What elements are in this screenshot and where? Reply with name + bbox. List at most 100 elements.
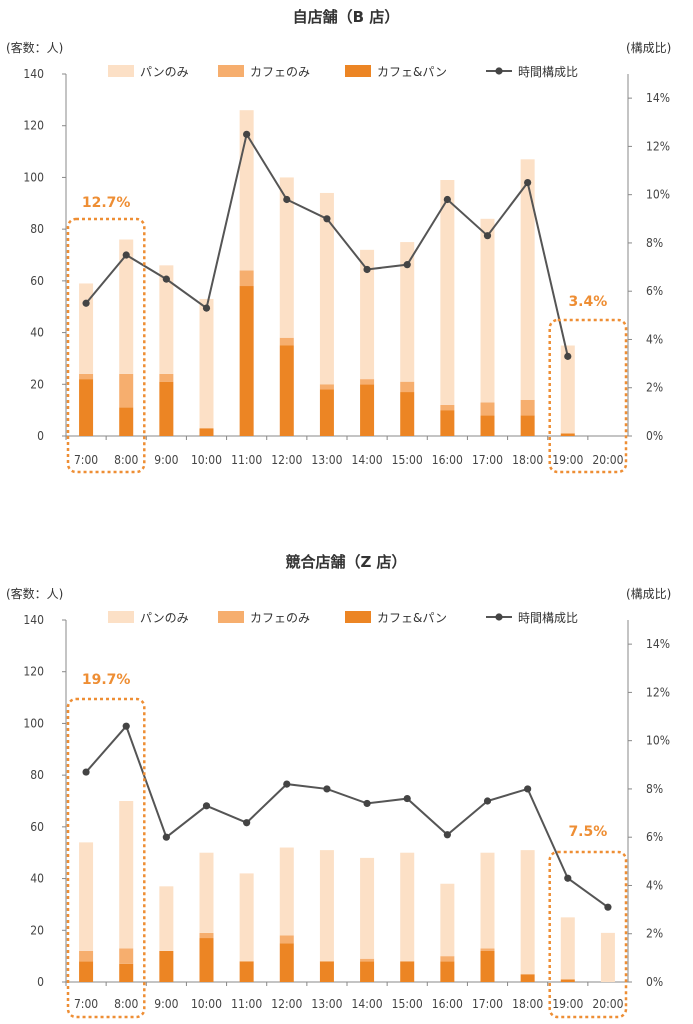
left-tick-label: 60 <box>30 274 44 288</box>
bar-segment-pan-only <box>440 180 455 405</box>
bar-segment-cafe-and-pan <box>119 407 134 436</box>
left-axis-unit-label: (客数：人) <box>6 40 63 55</box>
bar-segment-cafe-only <box>279 337 294 346</box>
bar-segment-pan-only <box>480 852 495 949</box>
legend-swatch-pan-only <box>108 611 134 623</box>
left-tick-label: 80 <box>30 222 44 236</box>
bar-segment-pan-only <box>560 345 575 434</box>
right-tick-label: 4% <box>646 878 663 892</box>
chart-2: 競合店舗（Z 店） (客数：人) (構成比) 0 20 40 60 80 100 120 140 0%… <box>6 553 671 1019</box>
left-tick-label: 120 <box>23 119 44 133</box>
x-tick-label: 20:00 <box>592 997 623 1011</box>
x-tick-label: 19:00 <box>552 997 583 1011</box>
bar-segment-pan-only <box>360 249 375 380</box>
bar-segment-cafe-only <box>319 384 334 390</box>
bar-segment-pan-only <box>159 886 174 951</box>
line-point <box>122 251 130 259</box>
left-tick-label: 20 <box>30 377 44 391</box>
bar-segment-cafe-only <box>79 950 94 962</box>
left-tick-label: 100 <box>23 170 44 184</box>
line-point <box>403 794 411 803</box>
legend-label: 時間構成比 <box>518 65 578 79</box>
line-point <box>82 768 90 776</box>
x-tick-label: 17:00 <box>472 453 503 467</box>
bar-segment-cafe-only <box>199 932 214 939</box>
left-tick-label: 0 <box>37 975 44 989</box>
left-tick-label: 140 <box>23 67 44 81</box>
legend-label: カフェのみ <box>250 65 310 79</box>
line-point <box>483 797 492 805</box>
left-tick-label: 0 <box>37 429 44 443</box>
legend-label: カフェのみ <box>250 611 310 625</box>
right-tick-label: 6% <box>646 284 663 298</box>
bar-segment-pan-only <box>159 265 174 374</box>
line-point <box>202 304 211 312</box>
right-tick-label: 2% <box>646 927 663 941</box>
right-tick-label: 0% <box>646 975 663 989</box>
right-tick-label: 0% <box>646 429 663 443</box>
bar-segment-cafe-and-pan <box>319 961 334 982</box>
annotation-box <box>66 697 146 1019</box>
bar-segment-cafe-and-pan <box>400 392 415 436</box>
right-axis-unit-label: (構成比) <box>626 587 671 601</box>
bar-segment-cafe-and-pan <box>159 381 174 436</box>
right-tick-label: 14% <box>646 91 670 105</box>
legend-line-marker <box>495 613 503 621</box>
line-point <box>443 831 451 839</box>
bar-segment-pan-only <box>400 242 415 382</box>
right-tick-label: 12% <box>646 139 670 153</box>
bar-segment-pan-only <box>319 850 334 962</box>
left-tick-label: 120 <box>23 665 44 679</box>
left-tick-label: 60 <box>30 820 44 834</box>
legend-label: パンのみ <box>140 65 189 79</box>
left-tick-label: 80 <box>30 768 44 782</box>
legend-label: パンのみ <box>140 611 189 625</box>
bar-segment-cafe-only <box>360 958 375 962</box>
legend-swatch-cafe-only <box>218 65 244 77</box>
annotation-label: 7.5% <box>568 824 607 840</box>
line-point <box>323 215 331 223</box>
bar-segment-cafe-only <box>79 373 94 380</box>
line-point <box>363 799 371 808</box>
line-point <box>162 275 170 283</box>
right-tick-label: 8% <box>646 236 663 250</box>
x-tick-label: 16:00 <box>432 453 463 467</box>
bar-segment-pan-only <box>239 873 254 962</box>
x-tick-label: 14:00 <box>352 997 383 1011</box>
bar-segment-cafe-only <box>400 381 415 393</box>
line-point <box>283 780 291 788</box>
bar-segment-cafe-and-pan <box>319 389 334 436</box>
bar-segment-cafe-only <box>239 270 254 287</box>
x-tick-label: 17:00 <box>472 997 503 1011</box>
bar-segment-cafe-and-pan <box>520 974 535 982</box>
legend-swatch-cafe-only <box>218 611 244 623</box>
bar-segment-cafe-only <box>440 956 455 962</box>
chart-1: 自店舗（B 店） (客数：人) (構成比) 0 20 40 60 80 100 120 140 0% 2… <box>6 8 671 474</box>
line-point <box>363 265 371 274</box>
chart-title: 自店舗（B 店） <box>293 8 400 26</box>
bar-segment-pan-only <box>400 852 415 962</box>
bar-segment-cafe-only <box>360 379 375 385</box>
bar-segment-cafe-and-pan <box>520 415 535 436</box>
bar-segment-cafe-and-pan <box>560 979 575 982</box>
bar-segment-cafe-and-pan <box>199 938 214 982</box>
annotation-label: 19.7% <box>82 672 131 688</box>
right-tick-label: 10% <box>646 734 670 748</box>
line-point <box>524 179 532 187</box>
bar-segment-cafe-and-pan <box>480 415 495 436</box>
bar-segment-cafe-and-pan <box>440 410 455 436</box>
bar-segment-cafe-and-pan <box>119 963 134 982</box>
right-tick-label: 2% <box>646 381 663 395</box>
legend-label: 時間構成比 <box>518 611 578 625</box>
x-tick-label: 12:00 <box>271 453 302 467</box>
left-tick-label: 40 <box>30 872 44 886</box>
legend-swatch-cafe-and-pan <box>345 65 371 77</box>
right-axis-unit-label: (構成比) <box>626 41 671 55</box>
line-point <box>323 785 331 793</box>
x-tick-label: 13:00 <box>311 453 342 467</box>
annotation-label: 3.4% <box>568 294 607 310</box>
x-tick-label: 12:00 <box>271 997 302 1011</box>
bar-segment-pan-only <box>520 159 535 400</box>
